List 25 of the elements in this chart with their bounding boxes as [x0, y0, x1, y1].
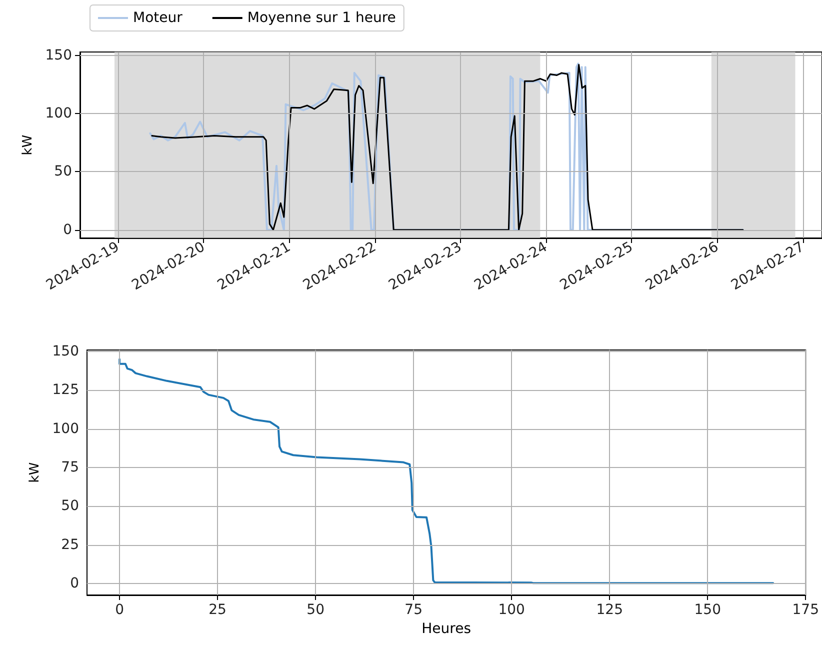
y-tick-label: 100	[45, 106, 72, 122]
y-tick-label: 150	[45, 47, 72, 64]
legend-label: Moteur	[133, 10, 183, 26]
y-tick-label: 0	[70, 575, 79, 592]
y-tick-label: 0	[63, 222, 72, 238]
x-tick-label: 75	[404, 602, 422, 618]
y-tick-label: 75	[61, 459, 79, 476]
x-tick-label: 100	[498, 602, 525, 618]
y-tick-label: 125	[52, 382, 79, 398]
x-tick-label: 25	[208, 602, 226, 618]
y-tick-label: 150	[52, 344, 79, 360]
y-tick-label: 25	[61, 536, 79, 553]
y-axis-title: kW	[27, 462, 42, 483]
x-tick-label: 175	[792, 602, 820, 618]
x-tick-label: 150	[694, 602, 721, 618]
x-tick-label: 50	[306, 602, 324, 618]
legend-label: Moyenne sur 1 heure	[247, 10, 396, 26]
x-tick-label: 0	[115, 602, 124, 618]
line-series	[118, 358, 774, 584]
y-axis-title: kW	[20, 134, 36, 156]
x-tick-label: 125	[596, 602, 623, 618]
y-tick-label: 100	[52, 420, 79, 437]
x-axis-title: Heures	[422, 620, 472, 637]
y-tick-label: 50	[61, 498, 79, 514]
y-tick-label: 50	[54, 164, 72, 180]
